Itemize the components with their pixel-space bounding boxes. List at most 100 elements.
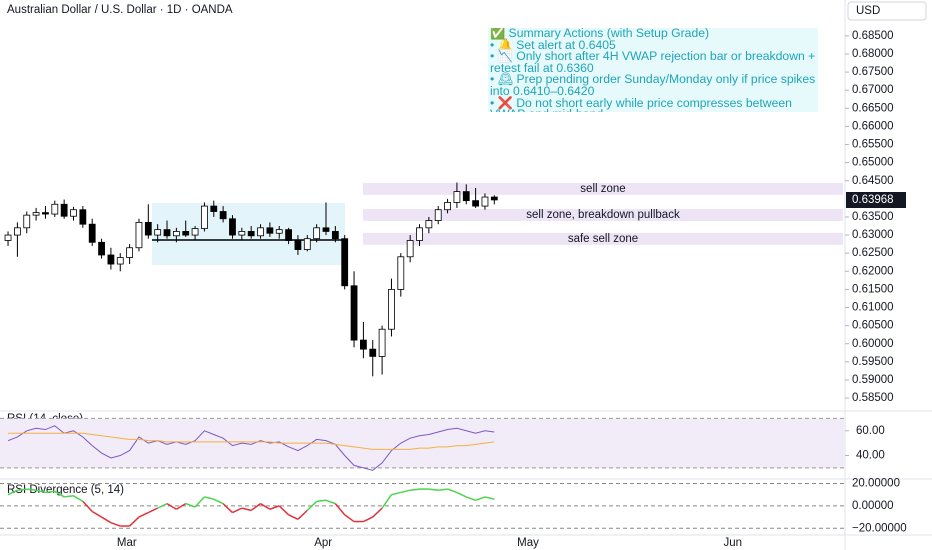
candle-body (210, 205, 218, 212)
rsi-band (0, 418, 845, 468)
divergence-segment (101, 516, 112, 524)
candle-body (350, 285, 358, 341)
summary-box: ✅ Summary Actions (with Setup Grade) • 🔔 … (488, 28, 818, 112)
candle-body (434, 209, 442, 221)
candle-body (182, 231, 190, 236)
currency-button[interactable] (847, 1, 927, 21)
divergence-segment (269, 505, 280, 510)
chart-title: Australian Dollar / U.S. Dollar · 1D · O… (7, 4, 233, 16)
last-price-box (846, 192, 906, 209)
candle-body (313, 227, 321, 240)
candle-body (360, 339, 367, 350)
divergence-segment (400, 489, 411, 494)
divergence-segment (288, 514, 299, 520)
divergence-segment (334, 503, 346, 516)
divergence-tick-label: −20.00000 (852, 522, 907, 534)
candle-body (397, 256, 405, 290)
zone (363, 182, 843, 195)
divergence-segment (185, 502, 196, 508)
y-tick-label: 0.62500 (852, 247, 894, 259)
divergence-segment (35, 489, 46, 494)
candle-body (303, 238, 311, 250)
candle-body (416, 227, 423, 241)
summary-line: • 📉 Only short after 4H VWAP rejection b… (490, 49, 816, 75)
candle-body (238, 231, 246, 236)
y-tick-label: 0.65500 (852, 139, 894, 151)
candle-body (201, 205, 208, 229)
divergence-segment (73, 495, 84, 503)
y-tick-label: 0.63000 (852, 229, 894, 241)
divergence-segment (466, 496, 476, 501)
divergence-segment (372, 507, 383, 518)
candle-body (116, 257, 124, 265)
divergence-segment (129, 516, 140, 527)
zone (363, 232, 843, 245)
candle-body (70, 209, 77, 217)
candle-body (285, 229, 292, 241)
candle-body (144, 221, 152, 236)
x-tick-label: May (517, 537, 539, 549)
y-tick-label: 0.63500 (852, 211, 894, 223)
candle-body (453, 191, 461, 203)
y-tick-label: 0.65000 (852, 157, 894, 169)
candle-body (294, 240, 302, 250)
candle-body (14, 227, 21, 236)
candle-body (444, 202, 451, 211)
divergence-segment (204, 496, 214, 500)
currency[interactable]: USD (856, 5, 880, 17)
candle-body (4, 234, 12, 241)
candle-body (341, 238, 349, 287)
candle-body (257, 227, 264, 237)
divergence-segment (7, 489, 18, 496)
divergence-segment (278, 505, 290, 516)
summary-line: ✅ Summary Actions (with Setup Grade) (490, 28, 710, 40)
y-tick-label: 0.60500 (852, 320, 894, 332)
candle-body (425, 220, 433, 229)
divergence-segment (91, 510, 102, 518)
candle-body (247, 231, 255, 237)
y-tick-label: 0.60000 (852, 338, 894, 350)
divergence-segment (54, 490, 65, 498)
divergence-segment (297, 509, 308, 520)
candle-body (23, 214, 31, 229)
candle-body (229, 218, 236, 236)
divergence-segment (82, 500, 93, 512)
divergence-segment (381, 494, 393, 509)
divergence-segment (250, 503, 261, 511)
divergence-segment (157, 502, 168, 509)
candle-body (369, 348, 377, 357)
rsi-line (8, 432, 495, 450)
candle-body (107, 254, 115, 265)
x-tick-label: Apr (314, 537, 332, 549)
candle-body (154, 229, 162, 236)
divergence-segment (438, 488, 448, 491)
candle-body (406, 240, 414, 258)
candle-body (275, 229, 283, 234)
divergence-segment (306, 500, 318, 511)
y-tick-label: 0.68500 (852, 30, 894, 42)
divergence-segment (391, 491, 401, 496)
candle-body (462, 191, 470, 202)
divergence-tick-label: 0.00000 (852, 500, 894, 512)
candle-body (378, 328, 386, 357)
divergence-segment (138, 511, 149, 518)
x-tick-label: Mar (117, 537, 137, 549)
divergence-segment (175, 502, 187, 510)
candle-body (481, 196, 489, 207)
y-tick-label: 0.66500 (852, 102, 894, 114)
divergence-segment (447, 488, 458, 494)
divergence-segment (260, 502, 271, 510)
divergence-segment (166, 502, 177, 510)
divergence-segment (484, 496, 495, 500)
y-tick-label: 0.58500 (852, 392, 894, 404)
candle-body (331, 231, 339, 240)
x-tick-label: Jun (724, 537, 743, 549)
divergence-segment (410, 488, 420, 491)
divergence-segment (456, 491, 467, 498)
zone-label: sell zone, breakdown pullback (526, 209, 680, 221)
candle-body (322, 227, 330, 232)
zone-label: safe sell zone (568, 233, 638, 245)
y-tick-label: 0.59500 (852, 356, 894, 368)
rsi-line (7, 425, 495, 471)
